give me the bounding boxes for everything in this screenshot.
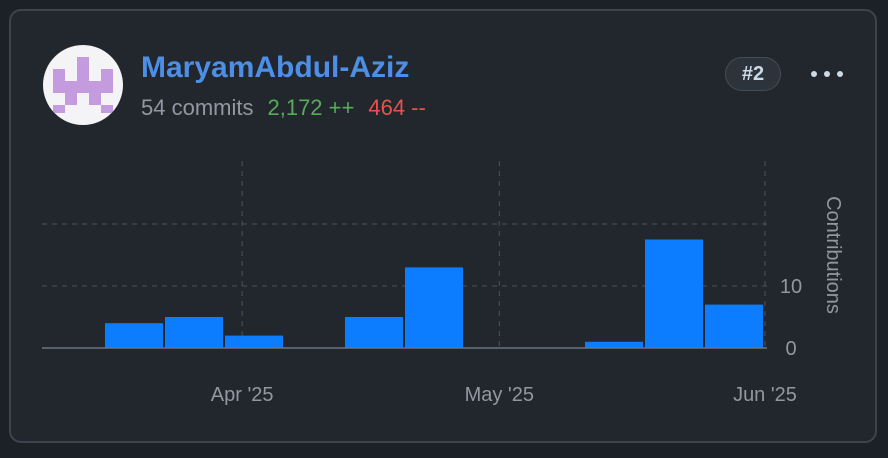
contributor-username-link[interactable]: MaryamAbdul-Aziz [141, 51, 410, 84]
x-tick-label: Jun '25 [733, 384, 797, 406]
contributor-stats: 54 commits 2,172 ++ 464 -- [141, 95, 426, 121]
commits-count[interactable]: 54 commits [141, 95, 254, 120]
kebab-dot-icon [824, 71, 830, 77]
chart-bar [705, 304, 763, 348]
deletions-count: 464 -- [368, 95, 426, 120]
y-tick-label: 0 [785, 338, 796, 360]
chart-bar [345, 317, 403, 348]
avatar[interactable] [43, 45, 123, 125]
chart-bar [165, 317, 223, 348]
chart-bar [225, 335, 283, 348]
chart-bar [105, 323, 163, 348]
chart-bar [405, 267, 463, 348]
y-axis-label: Contributions [822, 196, 844, 314]
x-tick-label: Apr '25 [211, 384, 274, 406]
additions-count: 2,172 ++ [267, 95, 355, 120]
contributor-card: MaryamAbdul-Aziz 54 commits 2,172 ++ 464 -… [9, 9, 877, 443]
x-tick-label: May '25 [465, 384, 534, 406]
identicon-icon [53, 57, 113, 113]
y-tick-label: 10 [780, 276, 802, 298]
contributions-chart: 0 10 Apr '25 May '25 Jun '25 Contributions [42, 161, 844, 406]
more-options-button[interactable] [807, 61, 847, 87]
kebab-dot-icon [811, 71, 817, 77]
kebab-dot-icon [837, 71, 843, 77]
chart-bar [645, 239, 703, 348]
chart-bar [585, 341, 643, 348]
rank-badge: #2 [725, 57, 781, 91]
